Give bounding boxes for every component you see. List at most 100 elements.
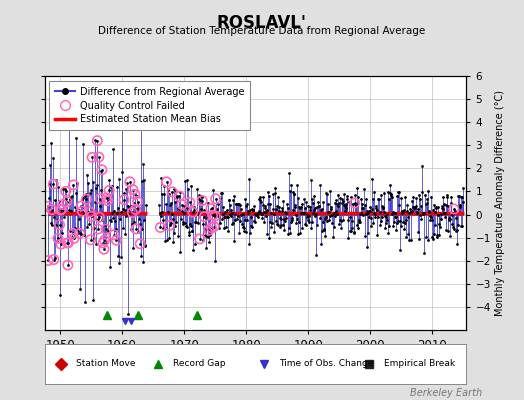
Point — [231, 211, 239, 217]
Point — [251, 211, 259, 217]
Point — [395, 202, 403, 208]
Point — [319, 219, 328, 225]
Point — [334, 221, 343, 228]
Point — [292, 220, 300, 226]
Point — [231, 217, 239, 224]
Point — [305, 206, 314, 213]
Point — [404, 230, 412, 237]
Point — [120, 196, 128, 203]
Point — [328, 212, 336, 219]
Point — [254, 214, 262, 221]
Point — [448, 221, 456, 228]
Point — [439, 194, 447, 201]
Point — [217, 190, 225, 197]
Point — [368, 196, 377, 202]
Point — [136, 100, 145, 107]
Point — [438, 204, 446, 211]
Point — [384, 230, 392, 236]
Point — [314, 203, 323, 209]
Point — [75, 230, 84, 237]
Point — [79, 195, 88, 201]
Point — [106, 184, 115, 190]
Point — [209, 212, 217, 218]
Point — [422, 200, 431, 206]
Point — [338, 196, 346, 202]
Point — [387, 191, 396, 198]
Point — [443, 228, 452, 234]
Point — [172, 188, 181, 194]
Point — [118, 114, 126, 121]
Point — [229, 220, 237, 226]
Point — [102, 226, 110, 232]
Point — [119, 190, 128, 196]
Point — [224, 197, 233, 203]
Point — [368, 176, 376, 183]
Point — [417, 203, 425, 209]
Point — [335, 200, 343, 206]
Point — [46, 184, 54, 190]
Point — [408, 204, 417, 210]
Point — [90, 235, 99, 242]
Point — [376, 222, 384, 228]
Point — [255, 197, 264, 204]
Point — [187, 223, 195, 229]
Point — [321, 233, 330, 240]
Point — [419, 210, 428, 217]
Point — [456, 222, 465, 229]
Point — [212, 196, 220, 202]
Point — [301, 222, 310, 228]
Point — [252, 212, 260, 218]
Point — [343, 196, 352, 202]
Point — [445, 215, 454, 222]
Point — [112, 237, 121, 244]
Point — [122, 186, 130, 193]
Point — [166, 202, 174, 208]
Point — [86, 209, 94, 215]
Point — [393, 220, 401, 226]
Point — [286, 230, 294, 236]
Point — [236, 201, 245, 208]
Point — [265, 193, 274, 200]
Point — [374, 214, 383, 220]
Point — [97, 168, 106, 174]
Point — [249, 206, 258, 213]
Point — [316, 182, 324, 188]
Point — [217, 190, 226, 196]
Point — [194, 192, 203, 198]
Point — [281, 208, 290, 215]
Point — [293, 230, 302, 237]
Point — [67, 208, 75, 214]
Point — [356, 219, 365, 225]
Point — [59, 185, 68, 192]
Point — [141, 202, 150, 208]
Point — [94, 226, 102, 232]
Point — [388, 194, 396, 201]
Point — [43, 203, 52, 210]
Point — [50, 214, 59, 220]
Point — [261, 203, 269, 209]
Point — [276, 224, 284, 230]
Point — [357, 196, 366, 202]
Point — [313, 222, 321, 228]
Point — [430, 202, 438, 208]
Point — [296, 229, 304, 236]
Point — [134, 198, 142, 205]
Point — [351, 200, 359, 206]
Point — [73, 180, 81, 186]
Point — [102, 195, 111, 201]
Point — [400, 226, 409, 232]
Point — [389, 223, 398, 229]
Point — [345, 199, 353, 205]
Point — [211, 213, 220, 219]
Point — [364, 210, 372, 216]
Point — [436, 211, 445, 217]
Point — [170, 186, 178, 192]
Point — [390, 210, 399, 216]
Point — [450, 206, 458, 212]
Point — [240, 224, 248, 231]
Point — [53, 216, 62, 223]
Point — [320, 227, 328, 233]
Point — [398, 207, 406, 214]
Point — [156, 209, 164, 216]
Point — [113, 210, 122, 216]
